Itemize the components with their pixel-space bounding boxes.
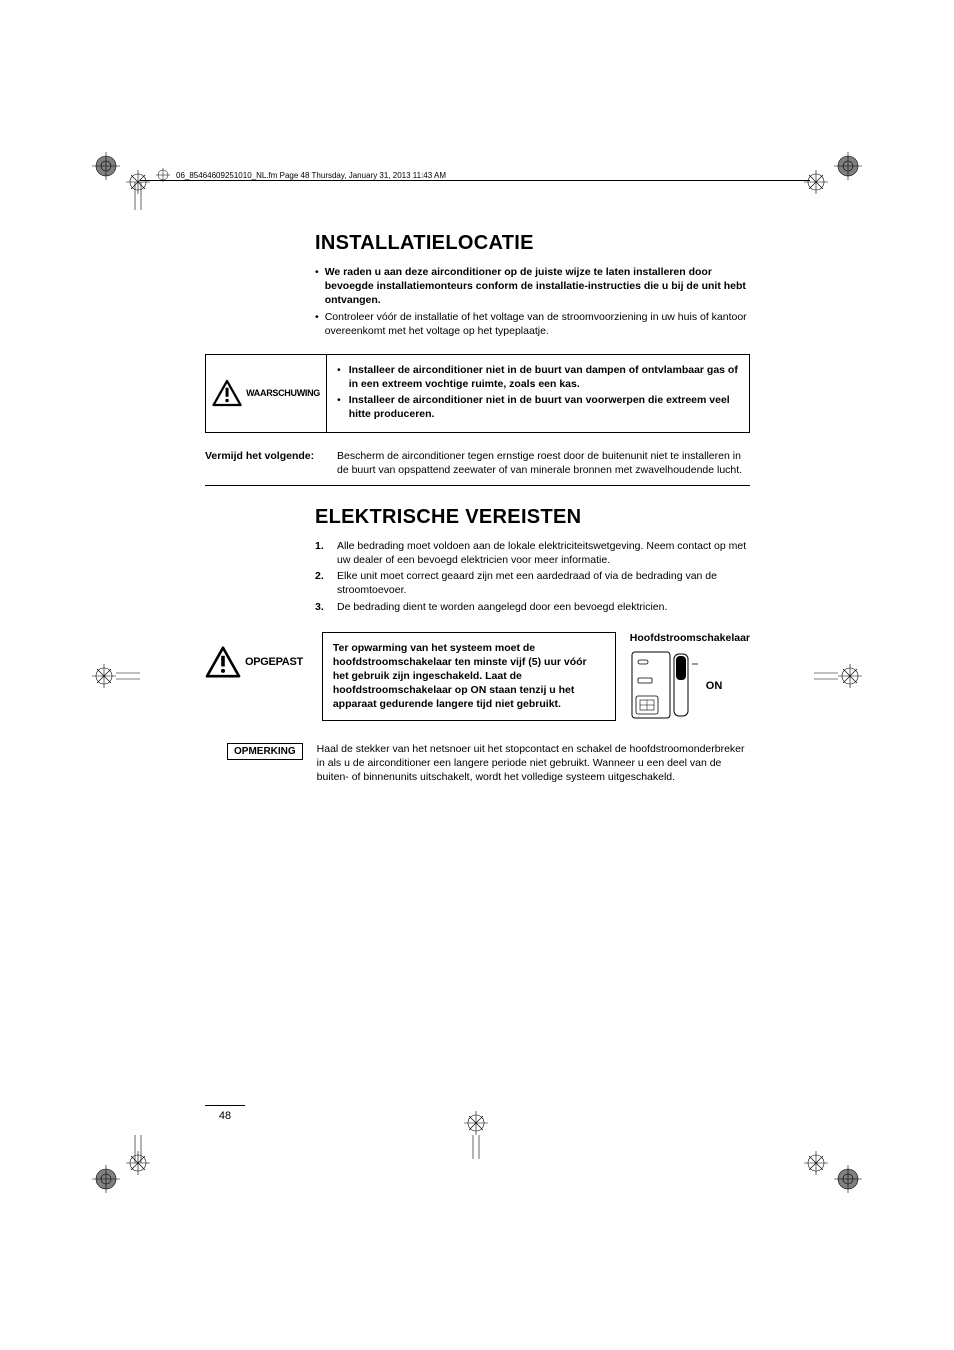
- section-divider: [205, 485, 750, 486]
- electrical-list: 1.Alle bedrading moet voldoen aan de lok…: [315, 539, 750, 614]
- elec-item-1: Alle bedrading moet voldoen aan de lokal…: [337, 539, 750, 567]
- bullet-2: Controleer vóór de installatie of het vo…: [325, 310, 750, 338]
- note-row: OPMERKING Haal de stekker van het netsno…: [205, 742, 750, 785]
- crop-mark-mid-left: [92, 660, 140, 697]
- section-title-installation: INSTALLATIELOCATIE: [315, 232, 750, 255]
- warning-triangle-icon: [212, 377, 242, 409]
- section-title-electrical: ELEKTRISCHE VEREISTEN: [315, 506, 750, 529]
- crop-mark-top-left: [92, 152, 152, 217]
- caution-row: OPGEPAST Ter opwarming van het systeem m…: [205, 632, 750, 722]
- caution-triangle-icon: [205, 646, 241, 678]
- warning-item-1: Installeer de airconditioner niet in de …: [349, 363, 739, 391]
- note-text: Haal de stekker van het netsnoer uit het…: [317, 742, 750, 785]
- page-number: 48: [205, 1105, 245, 1122]
- switch-on-label: ON: [706, 680, 723, 692]
- crop-mark-mid-right: [814, 660, 862, 697]
- avoid-label: Vermijd het volgende:: [205, 449, 323, 477]
- caution-text: Ter opwarming van het systeem moet de ho…: [322, 632, 616, 721]
- header-rule: [140, 180, 810, 181]
- caution-label: OPGEPAST: [245, 656, 303, 668]
- switch-column: Hoofdstroomschakelaar ON: [626, 632, 750, 722]
- elec-item-2: Elke unit moet correct geaard zijn met e…: [337, 569, 750, 597]
- crop-mark-bottom-center: [460, 1111, 492, 1164]
- warning-label: WAARSCHUWING: [246, 388, 320, 398]
- installation-bullets: •We raden u aan deze airconditioner op d…: [315, 265, 750, 338]
- switch-title: Hoofdstroomschakelaar: [630, 632, 750, 644]
- page-content: INSTALLATIELOCATIE •We raden u aan deze …: [205, 232, 750, 784]
- crop-mark-bottom-right: [802, 1133, 862, 1198]
- warning-text: •Installeer de airconditioner niet in de…: [326, 355, 749, 432]
- note-badge: OPMERKING: [227, 743, 303, 761]
- bullet-1: We raden u aan deze airconditioner op de…: [325, 265, 750, 308]
- crop-mark-top-right: [802, 152, 862, 217]
- warning-icon-cell: WAARSCHUWING: [206, 355, 326, 432]
- elec-item-3: De bedrading dient te worden aangelegd d…: [337, 600, 667, 614]
- crop-mark-bottom-left: [92, 1133, 152, 1198]
- warning-item-2: Installeer de airconditioner niet in de …: [349, 393, 739, 421]
- warning-box: WAARSCHUWING •Installeer de aircondition…: [205, 354, 750, 433]
- caution-icon-cell: OPGEPAST: [205, 632, 312, 678]
- avoid-text: Bescherm de airconditioner tegen ernstig…: [337, 449, 750, 477]
- header-filename: 06_85464609251010_NL.fm Page 48 Thursday…: [176, 171, 446, 180]
- avoid-row: Vermijd het volgende: Bescherm de aircon…: [205, 449, 750, 477]
- circuit-breaker-icon: [630, 650, 700, 722]
